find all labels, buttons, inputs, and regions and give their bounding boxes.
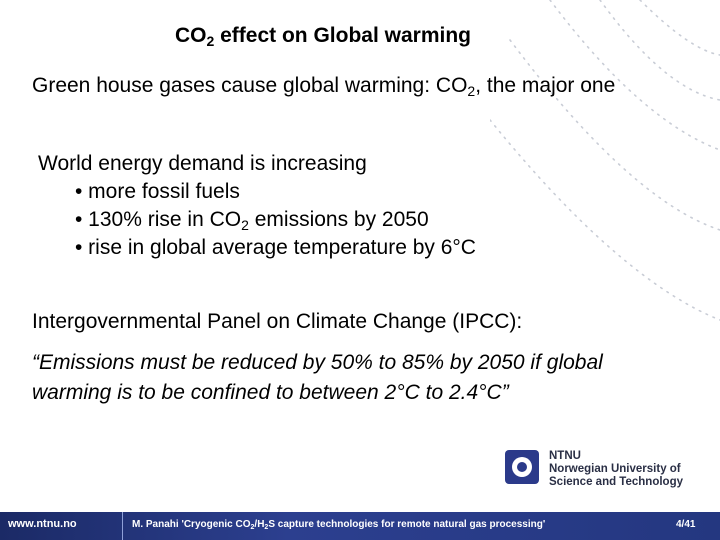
quote-line: “Emissions must be reduced by 50% to 85%…	[32, 351, 603, 374]
slide-title: CO2 effect on Global warming	[175, 24, 471, 49]
ntnu-logo-icon	[505, 450, 539, 484]
page-number: 4/41	[676, 519, 696, 530]
intro-text: Green house gases cause global warming: …	[32, 74, 616, 99]
quote-line: warming is to be confined to between 2°C…	[32, 381, 509, 404]
ntnu-wordmark: NTNU Norwegian University of Science and…	[549, 450, 683, 488]
ipcc-quote: “Emissions must be reduced by 50% to 85%…	[32, 348, 603, 408]
bullet-item: • rise in global average temperature by …	[75, 236, 476, 259]
demand-heading: World energy demand is increasing	[38, 152, 367, 175]
footer-citation: M. Panahi 'Cryogenic CO2/H2S capture tec…	[132, 519, 546, 531]
ipcc-heading: Intergovernmental Panel on Climate Chang…	[32, 310, 523, 333]
bullet-item: • 130% rise in CO2 emissions by 2050	[75, 208, 429, 233]
bullet-item: • more fossil fuels	[75, 180, 240, 203]
decorative-dot-arcs	[490, 0, 720, 321]
footer-url: www.ntnu.no	[8, 518, 77, 530]
footer-bar: www.ntnu.no M. Panahi 'Cryogenic CO2/H2S…	[0, 512, 720, 540]
footer-divider	[122, 512, 123, 540]
